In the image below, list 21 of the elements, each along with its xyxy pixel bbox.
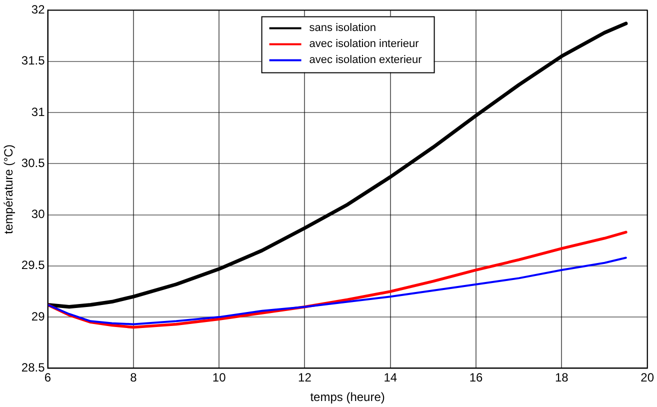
x-tick-label: 18 [554,370,569,385]
x-tick-label: 20 [640,370,654,385]
x-tick-label: 10 [212,370,226,385]
x-tick-label: 12 [298,370,312,385]
x-tick-label: 8 [130,370,138,385]
legend-label: avec isolation exterieur [309,54,422,66]
x-tick-label: 16 [469,370,484,385]
y-axis-title: température (°C) [2,144,16,234]
x-tick-label: 6 [44,370,52,385]
y-tick-label: 32 [31,2,46,17]
y-tick-label: 30.5 [21,156,46,170]
y-tick-label: 29 [31,309,46,324]
y-tick-label: 31.5 [21,54,46,68]
legend-label: sans isolation [309,22,376,34]
y-tick-label: 30 [31,207,46,222]
x-tick-label: 14 [384,370,398,385]
legend-label: avec isolation interieur [309,38,420,50]
x-axis-title: temps (heure) [310,390,385,404]
y-tick-label: 28.5 [21,360,46,375]
y-tick-label: 31 [31,104,46,119]
y-tick-label: 29.5 [21,258,46,272]
